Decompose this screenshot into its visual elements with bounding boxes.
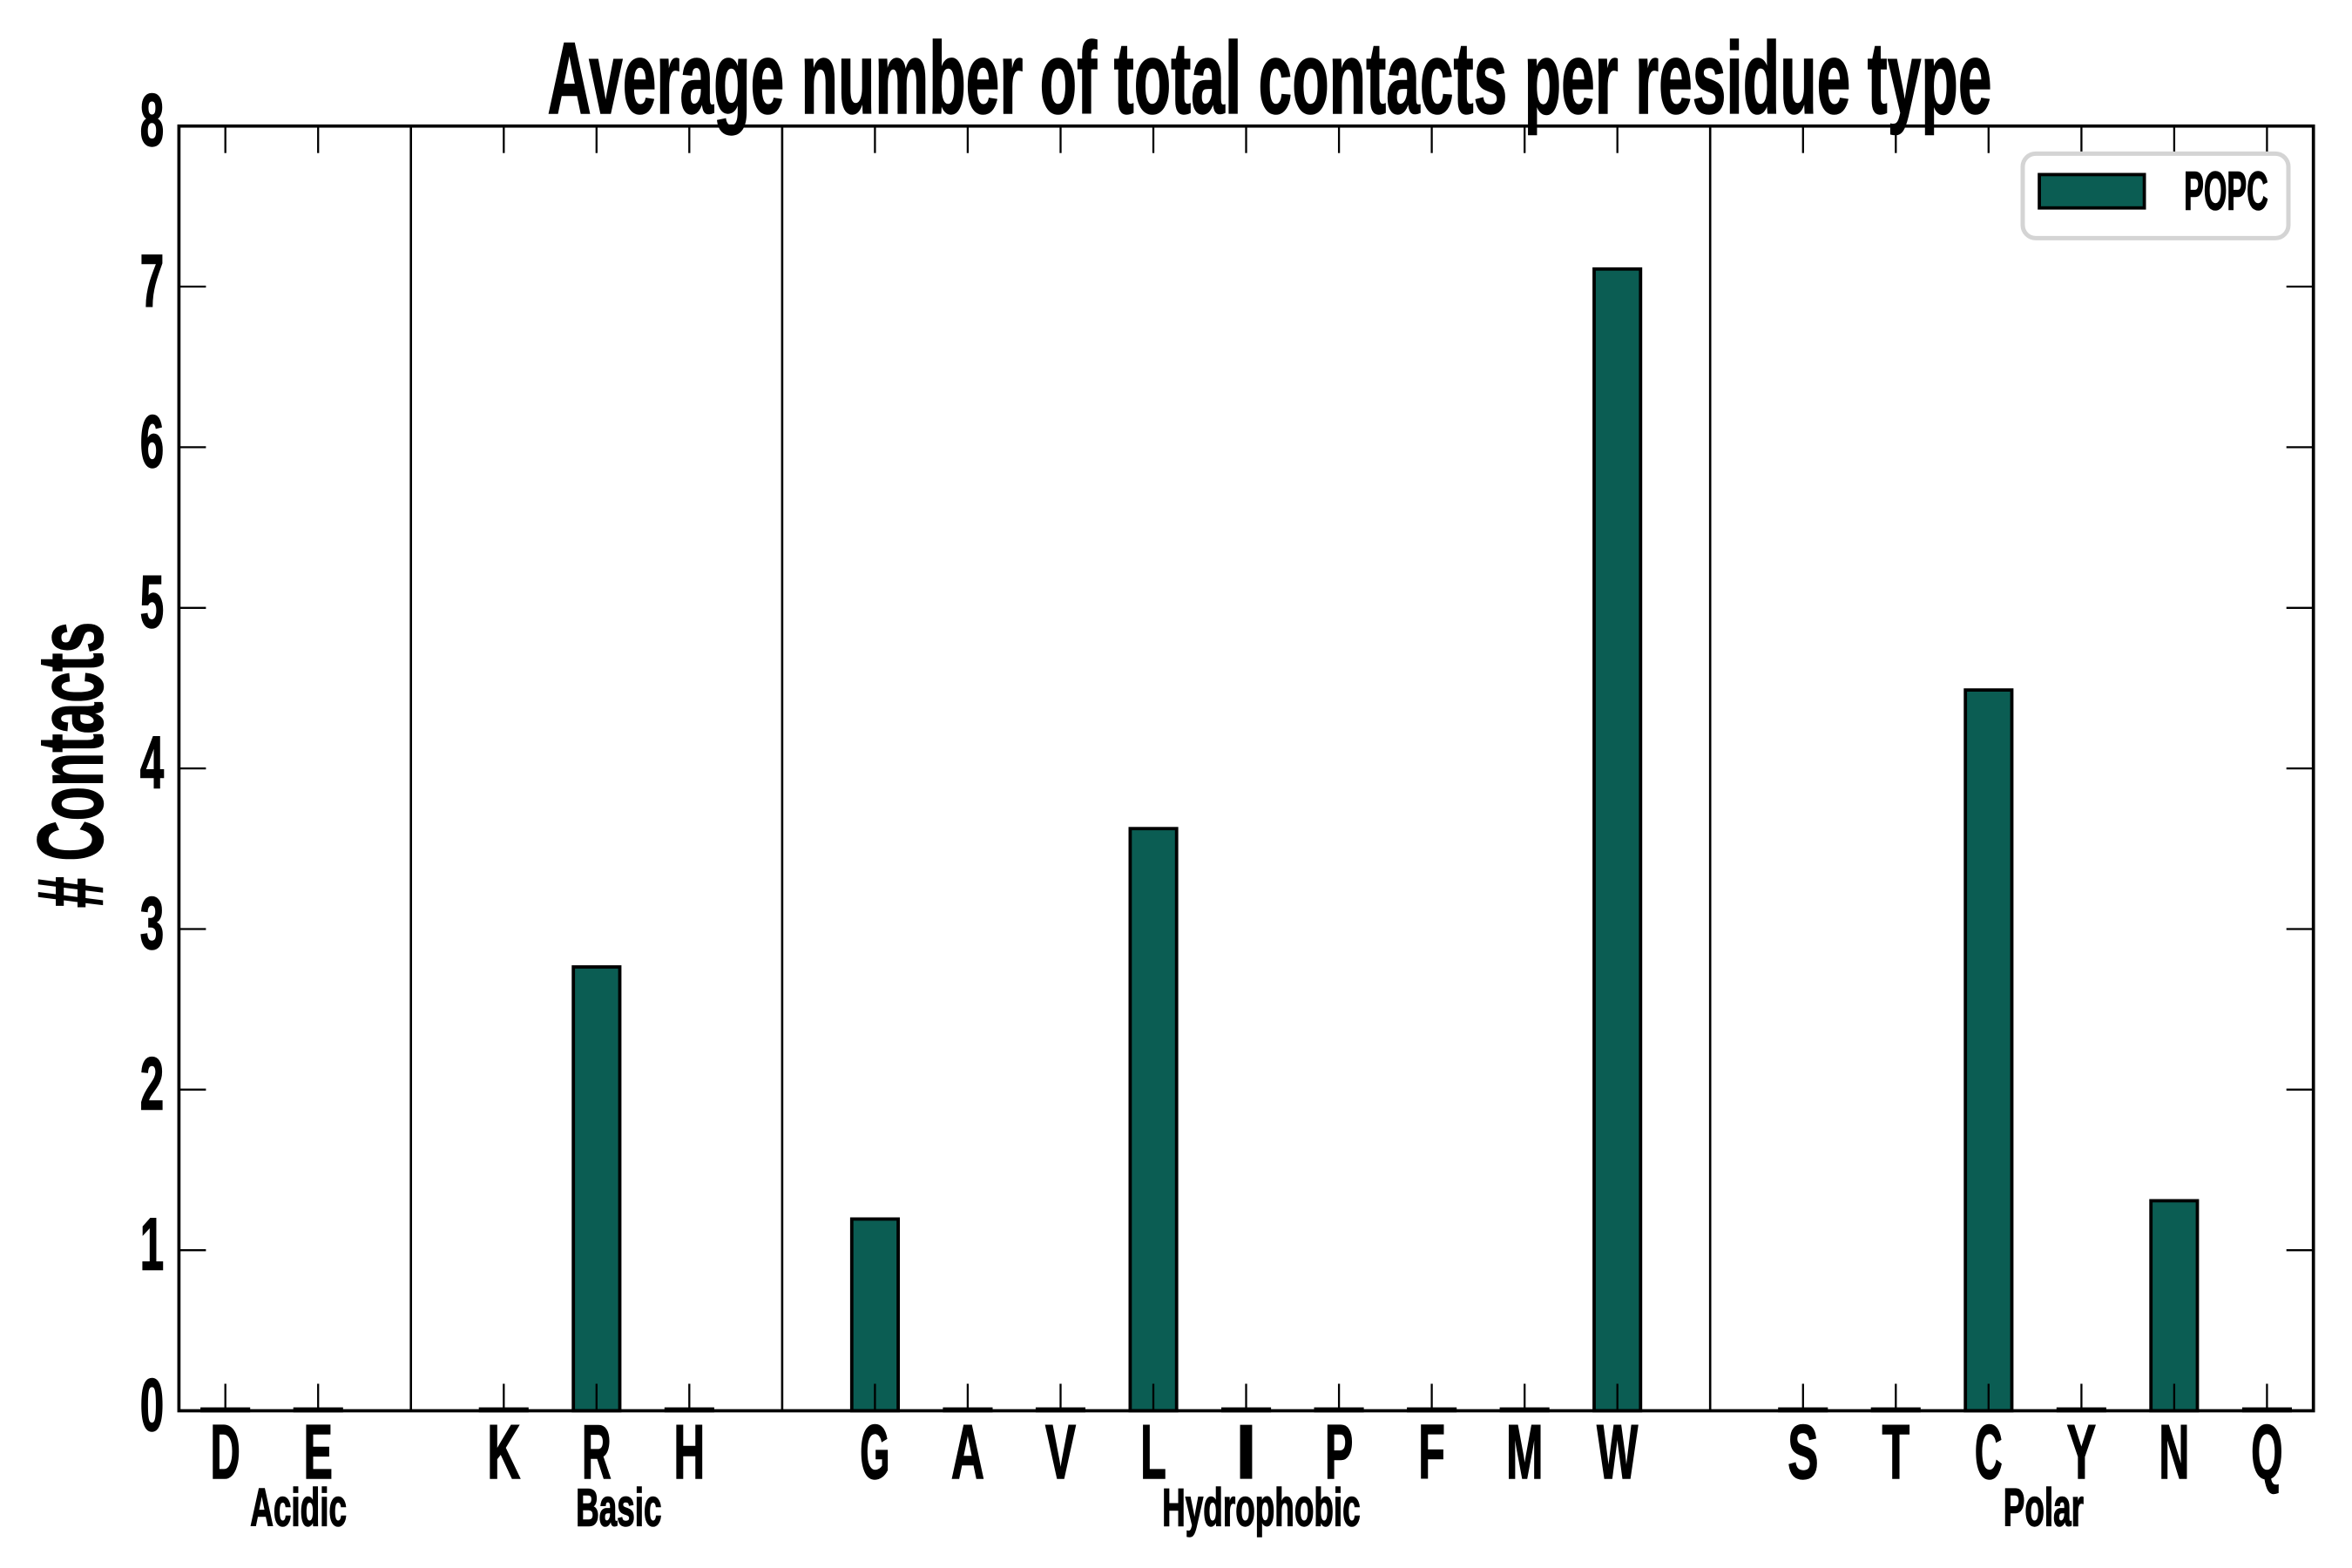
svg-text:1: 1 (140, 1203, 164, 1286)
svg-text:7: 7 (140, 239, 164, 321)
svg-text:K: K (487, 1409, 520, 1495)
svg-text:# Contacts: # Contacts (18, 622, 123, 908)
svg-text:G: G (860, 1409, 889, 1496)
svg-text:3: 3 (140, 882, 164, 964)
svg-text:I: I (1235, 1409, 1256, 1495)
svg-text:8: 8 (140, 78, 164, 161)
svg-text:Y: Y (2067, 1410, 2096, 1496)
svg-text:POPC: POPC (2184, 161, 2268, 221)
svg-text:Acidic: Acidic (250, 1477, 347, 1538)
svg-text:L: L (1140, 1410, 1166, 1496)
svg-text:T: T (1882, 1410, 1909, 1495)
svg-text:R: R (582, 1409, 612, 1495)
svg-text:Average number of total contac: Average number of total contacts per res… (548, 23, 1992, 136)
svg-text:M: M (1506, 1410, 1544, 1496)
svg-text:6: 6 (140, 400, 164, 483)
svg-text:V: V (1045, 1409, 1076, 1495)
svg-text:0: 0 (140, 1363, 164, 1446)
svg-text:W: W (1597, 1410, 1639, 1496)
svg-text:Basic: Basic (576, 1477, 661, 1538)
svg-text:5: 5 (140, 560, 164, 643)
svg-text:4: 4 (140, 721, 165, 804)
svg-text:Hydrophobic: Hydrophobic (1162, 1477, 1361, 1538)
svg-text:F: F (1418, 1410, 1445, 1496)
svg-text:S: S (1788, 1409, 1818, 1495)
svg-text:C: C (1975, 1409, 2003, 1496)
svg-text:P: P (1325, 1410, 1353, 1496)
svg-text:H: H (674, 1409, 706, 1496)
svg-text:N: N (2159, 1410, 2189, 1496)
svg-text:Q: Q (2251, 1409, 2282, 1495)
svg-text:Polar: Polar (2004, 1477, 2084, 1538)
svg-text:A: A (951, 1409, 984, 1495)
svg-text:E: E (303, 1410, 332, 1496)
svg-text:D: D (211, 1409, 240, 1495)
svg-text:2: 2 (140, 1042, 164, 1125)
